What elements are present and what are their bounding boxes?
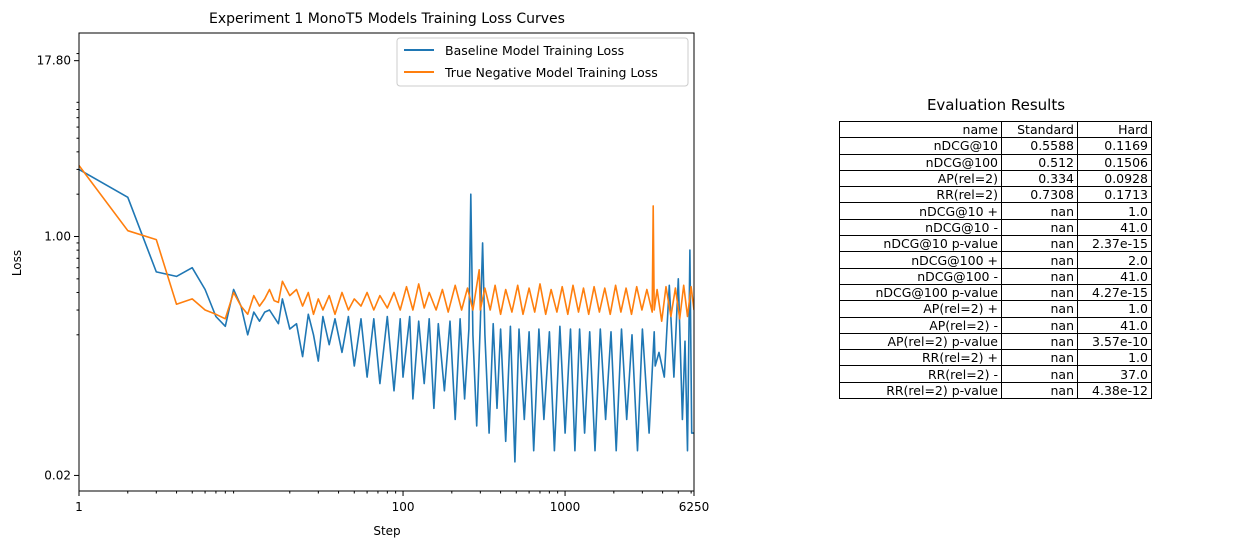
table-cell: 0.512 [1001, 153, 1078, 171]
table-row: RR(rel=2) + nan 1.0 [839, 349, 1152, 367]
table-cell: nan [1001, 332, 1078, 351]
table-cell: nan [1001, 349, 1078, 367]
table-cell: 0.7308 [1001, 186, 1078, 204]
table-cell: name [839, 120, 1002, 139]
table-row: AP(rel=2) - nan 41.0 [839, 316, 1152, 334]
y-axis: 0.02 1.00 17.80 [37, 53, 79, 482]
table-cell: 37.0 [1077, 365, 1152, 383]
table-row: AP(rel=2) p-value nan 3.57e-10 [839, 332, 1152, 351]
table-cell: nan [1001, 251, 1078, 269]
table-cell: nDCG@100 p-value [839, 283, 1002, 302]
table-cell: 1.0 [1077, 349, 1152, 367]
table-cell: nDCG@10 p-value [839, 235, 1002, 253]
x-tick-label: 1000 [550, 500, 581, 514]
table-cell: 0.334 [1001, 169, 1078, 188]
table-cell: 3.57e-10 [1077, 332, 1152, 351]
chart-title: Experiment 1 MonoT5 Models Training Loss… [209, 11, 565, 27]
table-cell: RR(rel=2) p-value [839, 381, 1002, 400]
x-axis-label: Step [373, 524, 400, 538]
table-cell: 2.37e-15 [1077, 235, 1152, 253]
table-row: RR(rel=2) - nan 37.0 [839, 365, 1152, 383]
table-cell: nDCG@100 + [839, 251, 1002, 269]
table-cell: 0.5588 [1001, 137, 1078, 155]
table-cell: 41.0 [1077, 218, 1152, 237]
legend-box [396, 37, 689, 87]
table-cell: nDCG@100 - [839, 267, 1002, 285]
y-tick-label: 17.80 [37, 54, 71, 68]
table-cell: 41.0 [1077, 316, 1152, 334]
table-cell: 41.0 [1077, 267, 1152, 285]
table-cell: 4.27e-15 [1077, 283, 1152, 302]
table-cell: nan [1001, 267, 1078, 285]
x-tick-label: 1 [75, 500, 83, 514]
table-cell: nDCG@10 - [839, 218, 1002, 237]
table-cell: 1.0 [1077, 300, 1152, 318]
table-cell: nan [1001, 235, 1078, 253]
table-cell: nan [1001, 365, 1078, 383]
legend-label-true-negative: True Negative Model Training Loss [444, 65, 658, 80]
table-cell: Hard [1077, 120, 1152, 139]
results-table: name Standard Hard nDCG@10 0.5588 0.1169 nDCG@… [839, 120, 1152, 400]
legend: Baseline Model Training Loss True Negati… [396, 37, 689, 87]
table-cell: Standard [1001, 120, 1078, 139]
table-cell: 0.0928 [1077, 169, 1152, 188]
series-line-baseline [79, 168, 694, 463]
table-cell: 0.1169 [1077, 137, 1152, 155]
table-header-row: name Standard Hard [839, 120, 1152, 139]
table-cell: AP(rel=2) [839, 169, 1002, 188]
table-cell: 2.0 [1077, 251, 1152, 269]
table-row: AP(rel=2) 0.334 0.0928 [839, 169, 1152, 188]
table-cell: nan [1001, 218, 1078, 237]
y-tick-label: 0.02 [44, 468, 71, 482]
table-row: nDCG@100 0.512 0.1506 [839, 153, 1152, 171]
results-title: Evaluation Results [926, 96, 1066, 114]
table-cell: 0.1713 [1077, 186, 1152, 204]
legend-label-baseline: Baseline Model Training Loss [445, 43, 624, 58]
table-cell: nan [1001, 316, 1078, 334]
table-row: nDCG@10 - nan 41.0 [839, 218, 1152, 237]
table-row: nDCG@100 - nan 41.0 [839, 267, 1152, 285]
table-cell: RR(rel=2) + [839, 349, 1002, 367]
table-cell: RR(rel=2) - [839, 365, 1002, 383]
plot-frame [78, 32, 695, 492]
x-tick-label: 6250 [679, 500, 710, 514]
table-cell: nan [1001, 283, 1078, 302]
x-tick-label: 100 [392, 500, 415, 514]
table-row: nDCG@100 p-value nan 4.27e-15 [839, 283, 1152, 302]
table-cell: nDCG@100 [839, 153, 1002, 171]
table-row: nDCG@10 + nan 1.0 [839, 202, 1152, 220]
table-cell: AP(rel=2) - [839, 316, 1002, 334]
y-tick-label: 1.00 [44, 230, 71, 244]
table-cell: AP(rel=2) p-value [839, 332, 1002, 351]
table-cell: AP(rel=2) + [839, 300, 1002, 318]
table-row: nDCG@100 + nan 2.0 [839, 251, 1152, 269]
table-row: RR(rel=2) p-value nan 4.38e-12 [839, 381, 1152, 400]
y-axis-label: Loss [10, 250, 24, 276]
table-row: nDCG@10 p-value nan 2.37e-15 [839, 235, 1152, 253]
table-row: RR(rel=2) 0.7308 0.1713 [839, 186, 1152, 204]
table-row: nDCG@10 0.5588 0.1169 [839, 137, 1152, 155]
table-cell: 1.0 [1077, 202, 1152, 220]
table-cell: RR(rel=2) [839, 186, 1002, 204]
table-cell: nan [1001, 381, 1078, 400]
table-cell: nDCG@10 [839, 137, 1002, 155]
table-cell: nDCG@10 + [839, 202, 1002, 220]
table-cell: nan [1001, 300, 1078, 318]
table-cell: 4.38e-12 [1077, 381, 1152, 400]
table-row: AP(rel=2) + nan 1.0 [839, 300, 1152, 318]
x-axis: 1 100 1000 6250 [75, 491, 709, 514]
table-cell: 0.1506 [1077, 153, 1152, 171]
table-cell: nan [1001, 202, 1078, 220]
series-line-true-negative [79, 165, 694, 323]
